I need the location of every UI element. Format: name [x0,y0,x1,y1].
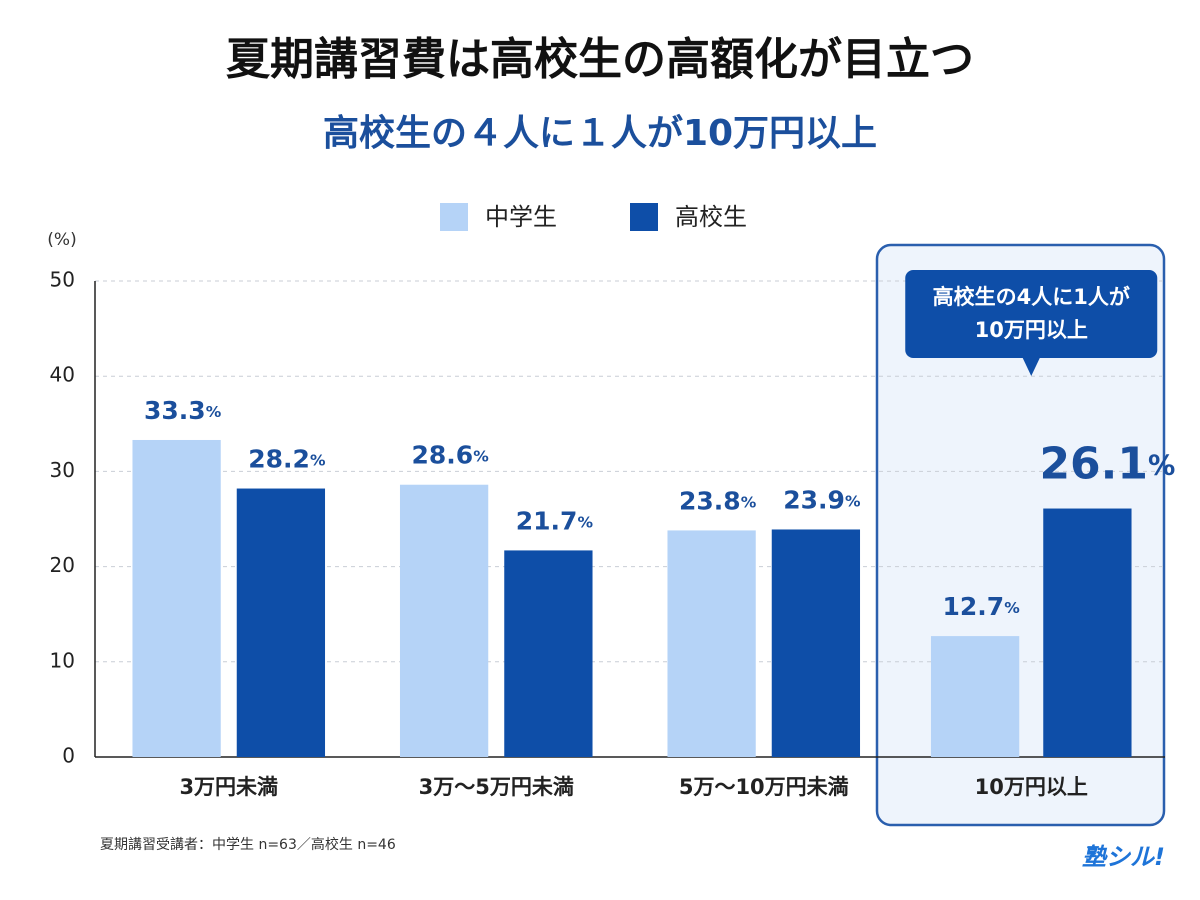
y-tick-label: 30 [50,458,75,482]
bar [236,488,326,757]
annotation-box [905,270,1158,358]
y-tick-label: 50 [50,268,75,292]
bar [132,439,221,757]
value-label: 23.9% [783,485,861,514]
value-label: 28.2% [248,445,326,474]
bar [504,550,593,757]
bar [399,484,489,757]
x-tick-label: 5万～10万円未満 [679,775,849,799]
legend-label: 中学生 [485,203,557,231]
chart-subtitle: 高校生の４人に１人が10万円以上 [323,113,877,154]
bar [667,530,756,757]
y-tick-label: 20 [50,553,75,577]
y-tick-label: 40 [50,363,75,387]
x-tick-label: 10万円以上 [975,775,1088,799]
y-tick-label: 0 [62,744,75,768]
x-tick-label: 3万円未満 [179,775,278,799]
bar [1043,508,1132,757]
value-label: 12.7% [943,592,1021,621]
value-label: 28.6% [412,441,490,470]
y-axis-label: (%) [47,230,76,250]
value-label: 26.1% [1039,439,1175,490]
annotation-text: 10万円以上 [975,318,1088,342]
logo: 塾シル! [1082,843,1165,871]
legend-swatch [440,203,468,231]
value-label: 21.7% [516,506,594,535]
chart-title: 夏期講習費は高校生の高額化が目立つ [226,34,974,85]
annotation-text: 高校生の4人に1人が [933,285,1130,309]
bar [771,529,861,757]
value-label: 33.3% [144,396,222,425]
annotation-pointer [1022,357,1041,376]
bar [930,636,1020,757]
legend-swatch [630,203,658,231]
x-tick-label: 3万～5万円未満 [419,775,574,799]
legend-label: 高校生 [675,203,747,231]
y-tick-label: 10 [50,648,75,672]
value-label: 23.8% [679,486,757,515]
footnote: 夏期講習受講者：中学生 n=63／高校生 n=46 [100,836,396,853]
